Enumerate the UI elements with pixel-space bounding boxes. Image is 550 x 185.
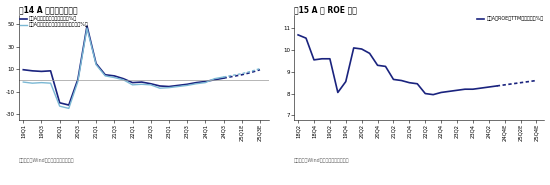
Text: 图14 A 股利润增速预测: 图14 A 股利润增速预测 (19, 6, 78, 15)
Legend: 全部A股归母净利润累计同比（%）, 全部A股剔除金融归母净利润累计同比（%）: 全部A股归母净利润累计同比（%）, 全部A股剔除金融归母净利润累计同比（%） (20, 16, 89, 27)
Text: 图15 A 股 ROE 预测: 图15 A 股 ROE 预测 (294, 6, 357, 15)
Text: 资料来源：Wind，海通证券研究所测算: 资料来源：Wind，海通证券研究所测算 (19, 158, 74, 163)
Text: 资料来源：Wind，海通证券研究所测算: 资料来源：Wind，海通证券研究所测算 (294, 158, 350, 163)
Legend: 全部A股ROE（TTM，整体法，%）: 全部A股ROE（TTM，整体法，%） (477, 16, 543, 21)
